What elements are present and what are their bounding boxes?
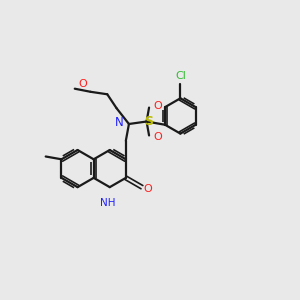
Text: N: N: [115, 116, 123, 129]
Text: S: S: [144, 115, 153, 128]
Text: NH: NH: [100, 198, 116, 208]
Text: O: O: [143, 184, 152, 194]
Text: Cl: Cl: [176, 71, 186, 81]
Text: O: O: [153, 132, 162, 142]
Text: O: O: [153, 101, 162, 111]
Text: O: O: [78, 79, 87, 89]
